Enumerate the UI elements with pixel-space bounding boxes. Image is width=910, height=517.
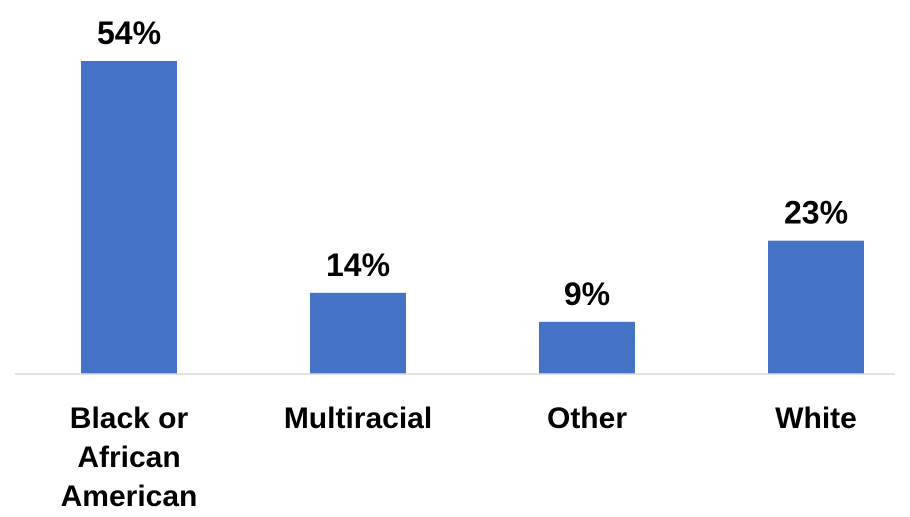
bar-3 [768,240,864,374]
data-label-3: 23% [784,195,848,231]
category-label-0-line-2: American [61,480,198,513]
category-label-3-line-0: White [775,402,857,435]
category-label-3: White [775,402,857,435]
category-label-0-line-0: Black or [70,402,189,435]
category-label-1: Multiracial [284,402,432,435]
data-label-0: 54% [97,15,161,51]
bar-2 [539,321,635,374]
data-labels-group: 54% 14% 9% 23% [97,15,848,312]
data-label-1: 14% [326,247,390,283]
category-label-0-line-1: African [77,441,180,474]
category-labels-group: Black or African American Multiracial Other W… [61,402,857,513]
bar-0 [81,61,177,374]
data-label-2: 9% [564,276,610,312]
category-label-0: Black or African American [61,402,198,513]
category-label-2-line-0: Other [547,402,627,435]
bars-group [81,61,864,374]
bar-1 [310,292,406,374]
category-label-2: Other [547,402,627,435]
category-label-1-line-0: Multiracial [284,402,432,435]
